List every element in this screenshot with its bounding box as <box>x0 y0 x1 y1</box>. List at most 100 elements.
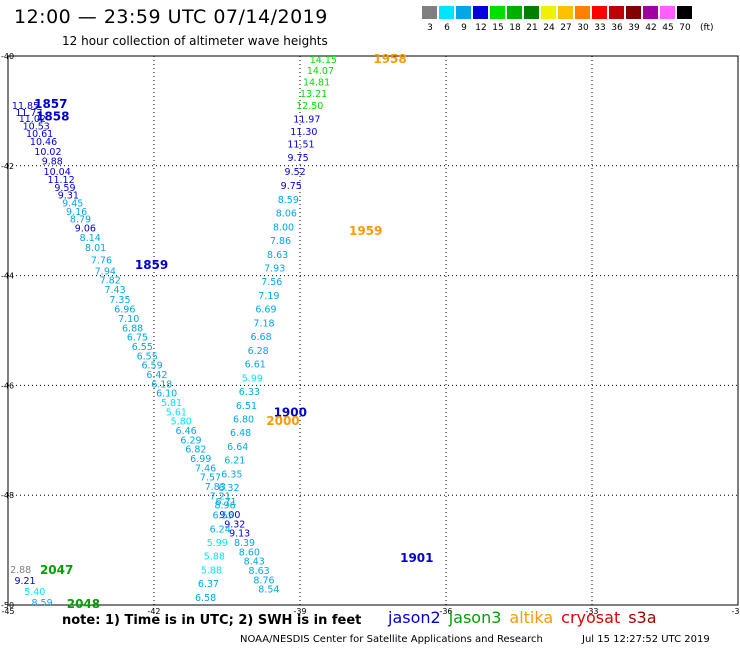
swh-value: 8.06 <box>276 209 297 220</box>
swh-value: 7.18 <box>253 318 274 329</box>
satellite-altika-label: altika <box>509 608 554 627</box>
legend-bin-label: 45 <box>662 23 674 33</box>
legend-bin-label: 15 <box>492 23 504 33</box>
footer-credit: NOAA/NESDIS Center for Satellite Applica… <box>240 634 543 645</box>
footer-timestamp: Jul 15 12:27:52 UTC 2019 <box>582 634 710 645</box>
legend-swatch <box>626 6 641 19</box>
swh-value: 6.69 <box>255 305 276 316</box>
swh-value: 6.10 <box>156 389 177 400</box>
swh-value: 9.75 <box>287 153 308 164</box>
swh-value: 6.71 <box>215 497 236 508</box>
swh-value: 5.88 <box>204 552 225 563</box>
satellite-jason3-label: jason3 <box>448 608 502 627</box>
swh-value: 6.68 <box>250 332 271 343</box>
pass-time-label: 1959 <box>349 224 382 238</box>
swh-value: 9.59 <box>54 183 75 194</box>
pass-time-label: 1858 <box>36 109 69 123</box>
swh-value: 6.55 <box>137 351 158 362</box>
legend-swatch <box>507 6 522 19</box>
swh-value: 8.63 <box>249 566 270 577</box>
swh-value: 8.96 <box>214 501 235 512</box>
legend-swatch <box>524 6 539 19</box>
swh-value: 6.58 <box>195 593 216 604</box>
swh-value: 9.32 <box>224 519 245 530</box>
swh-value: 9.16 <box>66 207 87 218</box>
swh-value: 14.81 <box>303 77 330 88</box>
pass-time-label: 2000 <box>266 414 299 428</box>
legend-swatch <box>439 6 454 19</box>
y-tick-label: -46 <box>1 381 14 390</box>
legend-bin-label: 9 <box>461 23 467 33</box>
swh-value: 5.81 <box>161 398 182 409</box>
swh-value: 8.60 <box>239 547 260 558</box>
pass-time-label: 1901 <box>400 551 433 565</box>
legend-bin-label: 6 <box>444 23 450 33</box>
y-tick-label: -44 <box>1 272 14 281</box>
x-tick-label: -45 <box>1 607 14 616</box>
swh-value: 6.37 <box>198 579 219 590</box>
swh-value: 7.57 <box>200 473 221 484</box>
legend-swatch <box>422 6 437 19</box>
swh-value: 7.35 <box>109 295 130 306</box>
chart-subtitle: 12 hour collection of altimeter wave hei… <box>62 34 328 48</box>
chart-title: 12:00 — 23:59 UTC 07/14/2019 <box>14 6 328 28</box>
swh-value: 6.48 <box>230 428 251 439</box>
swh-value: 7.83 <box>205 482 226 493</box>
y-tick-label: -42 <box>1 162 14 171</box>
swh-value: 8.43 <box>244 557 265 568</box>
swh-value: 6.55 <box>213 511 234 522</box>
swh-value: 11.77 <box>15 108 42 119</box>
swh-value: 8.59 <box>278 195 299 206</box>
swh-value: 5.40 <box>24 587 45 598</box>
swh-value: 9.31 <box>58 190 79 201</box>
swh-value: 10.61 <box>26 129 53 140</box>
pass-time-label: 1958 <box>373 52 406 66</box>
satellite-cryosat-label: cryosat <box>561 608 621 627</box>
swh-value: 5.80 <box>171 417 192 428</box>
swh-value: 12.50 <box>296 101 323 112</box>
legend-swatch <box>541 6 556 19</box>
swh-value: 9.88 <box>42 156 63 167</box>
swh-value: 6.46 <box>176 426 197 437</box>
pass-time-label: 1900 <box>274 405 307 419</box>
swh-value: 7.82 <box>100 276 121 287</box>
x-tick-label: -42 <box>147 607 160 616</box>
swh-value: 9.13 <box>229 529 250 540</box>
legend-bin-label: 24 <box>543 23 555 33</box>
legend-bin-label: 12 <box>475 23 487 33</box>
swh-value: 8.14 <box>80 233 101 244</box>
swh-value: 7.86 <box>270 236 291 247</box>
legend-swatch <box>473 6 488 19</box>
swh-value: 11.30 <box>290 127 317 138</box>
swh-value: 5.61 <box>166 407 187 418</box>
swh-value: 5.99 <box>242 373 263 384</box>
pass-time-label: 2048 <box>67 597 100 611</box>
swh-value: 6.82 <box>185 445 206 456</box>
swh-value: 7.56 <box>261 277 282 288</box>
legend-bin-label: 70 <box>679 23 691 33</box>
footnote: note: 1) Time is in UTC; 2) SWH is in fe… <box>62 613 362 628</box>
swh-value: 11.12 <box>47 175 74 186</box>
legend-bin-label: 39 <box>628 23 640 33</box>
satellite-s3a-label: s3a <box>628 608 657 627</box>
swh-value: 6.29 <box>180 435 201 446</box>
swh-value: 7.46 <box>195 463 216 474</box>
legend-swatch <box>677 6 692 19</box>
legend-swatch <box>609 6 624 19</box>
swh-value: 6.61 <box>245 360 266 371</box>
legend-swatch <box>592 6 607 19</box>
swh-value: 10.53 <box>23 121 50 132</box>
swh-value: 8.54 <box>258 585 279 596</box>
swh-value: 6.18 <box>151 379 172 390</box>
swh-value: 6.55 <box>132 342 153 353</box>
legend-swatch <box>456 6 471 19</box>
swh-value: 6.21 <box>224 456 245 467</box>
legend-bin-label: 3 <box>427 23 433 33</box>
swh-value: 11.97 <box>293 115 320 126</box>
swh-value: 8.63 <box>267 250 288 261</box>
y-tick-label: -48 <box>1 491 14 500</box>
swh-value: 6.32 <box>218 483 239 494</box>
legend-swatch <box>558 6 573 19</box>
swh-value: 6.42 <box>146 370 167 381</box>
